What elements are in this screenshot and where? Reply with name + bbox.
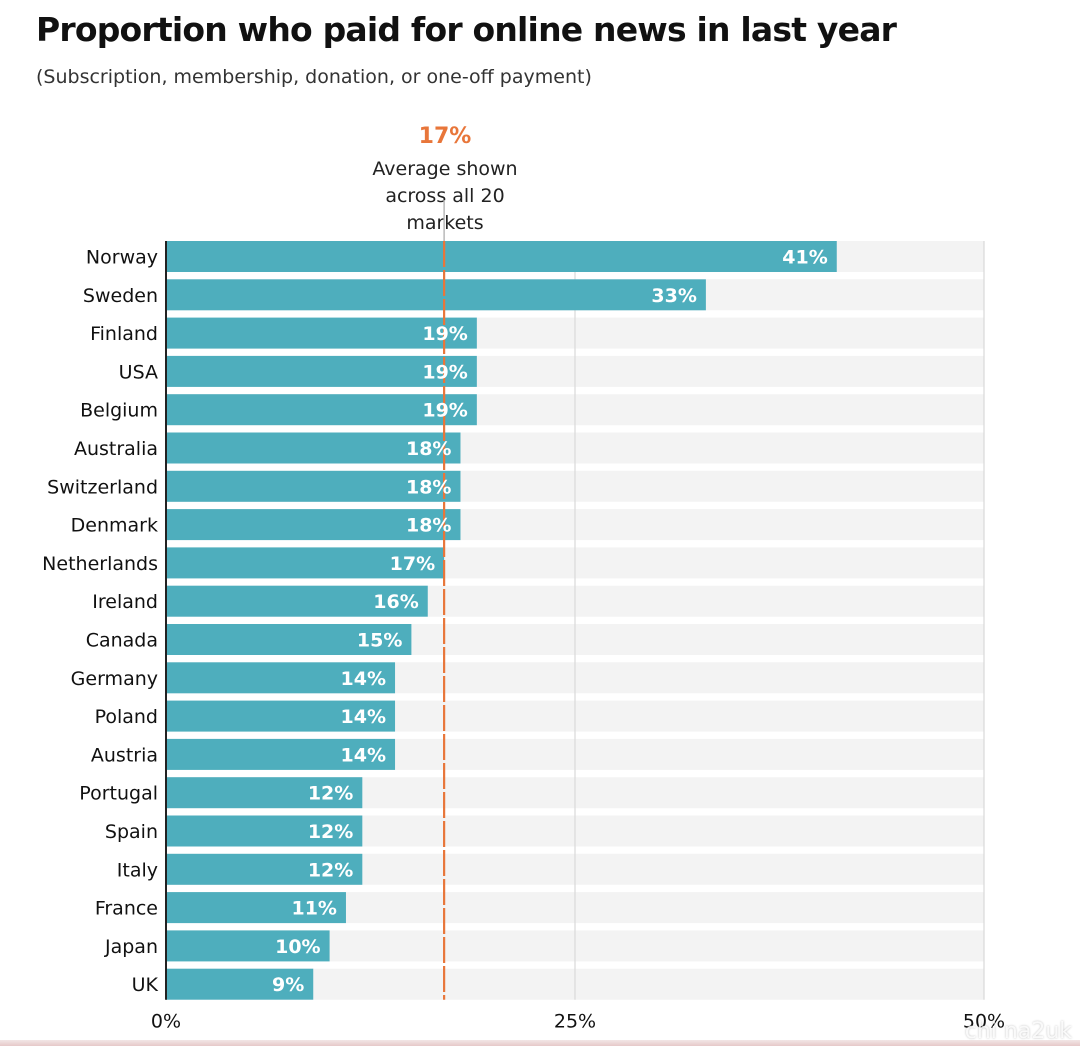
category-label: Denmark — [71, 515, 158, 537]
category-label: Australia — [74, 438, 158, 460]
category-label: Belgium — [80, 400, 158, 422]
category-label: Portugal — [79, 783, 158, 805]
category-label: Ireland — [92, 591, 158, 613]
category-label: Austria — [91, 744, 158, 766]
bar — [166, 279, 706, 311]
bar — [166, 662, 396, 694]
bar-value-label: 14% — [341, 744, 386, 766]
bar-value-label: 18% — [406, 476, 451, 498]
average-note-line: across all 20 — [385, 185, 505, 207]
average-note: Average shown across all 20 markets — [345, 156, 545, 237]
category-label: Switzerland — [47, 476, 158, 498]
category-label: Poland — [95, 706, 158, 728]
average-note-line: Average shown — [372, 158, 518, 180]
bottom-band — [0, 1040, 1080, 1046]
bar-value-label: 18% — [406, 515, 451, 537]
category-label: Finland — [90, 323, 158, 345]
bar-value-label: 9% — [272, 974, 304, 996]
category-label: Norway — [86, 247, 158, 269]
bar — [166, 432, 461, 464]
bar-value-label: 15% — [357, 630, 402, 652]
average-note-line: markets — [406, 212, 484, 234]
bar — [166, 892, 346, 924]
x-tick-label: 25% — [554, 1011, 596, 1033]
bar — [166, 355, 477, 387]
bar-value-label: 12% — [308, 859, 353, 881]
bar — [166, 738, 396, 770]
category-label: Canada — [86, 630, 158, 652]
bar-value-label: 10% — [275, 936, 320, 958]
bar-value-label: 14% — [341, 668, 386, 690]
bar — [166, 700, 396, 732]
category-label: Germany — [71, 668, 158, 690]
bar — [166, 815, 363, 847]
chart-title: Proportion who paid for online news in l… — [36, 10, 897, 49]
category-label: Spain — [105, 821, 158, 843]
bar — [166, 968, 314, 1000]
chart-subtitle: (Subscription, membership, donation, or … — [36, 66, 592, 88]
average-value-label: 17% — [418, 124, 472, 149]
bar-value-label: 16% — [373, 591, 418, 613]
bar — [166, 241, 837, 272]
bar — [166, 930, 330, 962]
bar — [166, 394, 477, 426]
bar — [166, 317, 477, 349]
watermark: chi na2uk — [964, 1019, 1072, 1044]
category-label: Japan — [104, 936, 158, 958]
bar — [166, 585, 428, 617]
bar-value-label: 12% — [308, 783, 353, 805]
category-label: UK — [132, 974, 159, 996]
bar-value-label: 19% — [422, 323, 467, 345]
bar-value-label: 33% — [651, 285, 696, 307]
category-label: France — [95, 898, 158, 920]
bar-value-label: 41% — [782, 247, 827, 269]
bar-value-label: 11% — [291, 898, 336, 920]
x-tick-label: 0% — [151, 1011, 181, 1033]
bar — [166, 470, 461, 502]
bar — [166, 509, 461, 541]
bar-value-label: 19% — [422, 361, 467, 383]
bar — [166, 624, 412, 655]
bar — [166, 853, 363, 885]
bar — [166, 547, 445, 579]
bar-value-label: 12% — [308, 821, 353, 843]
bar — [166, 777, 363, 809]
bar-value-label: 18% — [406, 438, 451, 460]
category-label: USA — [119, 361, 158, 383]
category-label: Netherlands — [42, 553, 158, 575]
bar-value-label: 17% — [390, 553, 435, 575]
category-label: Sweden — [83, 285, 158, 307]
bar-value-label: 14% — [341, 706, 386, 728]
x-tick-label: 50% — [963, 1011, 1005, 1033]
category-label: Italy — [117, 859, 158, 881]
bar-value-label: 19% — [422, 400, 467, 422]
